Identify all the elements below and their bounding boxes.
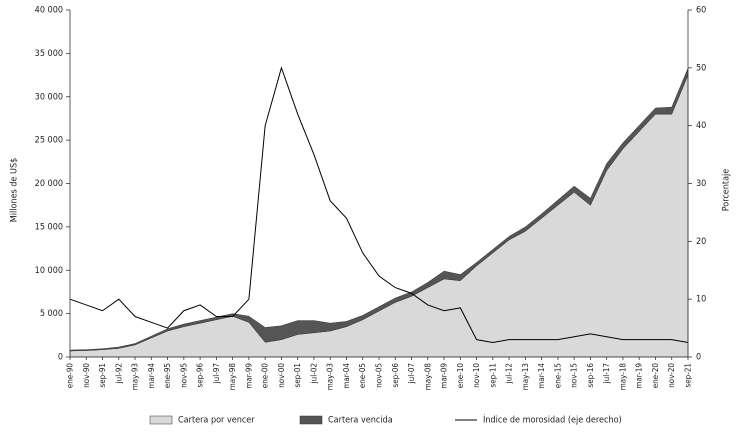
y2-tick-label: 60: [696, 6, 706, 16]
x-tick-label: jul-97: [212, 363, 221, 384]
x-tick-label: may-18: [618, 363, 627, 391]
x-tick-label: ene-05: [358, 363, 367, 388]
x-tick-label: jul-92: [114, 363, 123, 384]
y-axis-label: Millones de US$: [10, 158, 20, 223]
x-tick-label: sep-01: [293, 363, 302, 388]
y2-tick-label: 50: [696, 63, 706, 73]
x-tick-label: sep-11: [488, 363, 497, 388]
x-tick-label: nov-10: [472, 363, 481, 388]
x-tick-label: sep-06: [391, 363, 400, 388]
y-tick-label: 40 000: [35, 6, 63, 16]
x-tick-label: ene-15: [553, 363, 562, 388]
x-tick-label: ene-00: [261, 363, 270, 389]
x-tick-label: mar-94: [147, 363, 156, 389]
x-tick-label: jul-12: [505, 363, 514, 384]
legend-label: Índice de morosidad (eje derecho): [483, 414, 622, 426]
y-tick-label: 20 000: [35, 179, 63, 189]
x-tick-label: mar-14: [537, 363, 546, 389]
y2-axis-label: Porcentaje: [722, 169, 732, 212]
y-tick-label: 10 000: [35, 266, 63, 276]
line: [69, 66, 689, 344]
y-tick-label: 0: [58, 353, 63, 363]
x-tick-label: jul-17: [602, 363, 611, 384]
x-tick-label: mar-04: [342, 363, 351, 389]
x-tick-label: may-03: [326, 363, 335, 390]
area: [69, 74, 689, 358]
x-tick-label: nov-90: [82, 363, 91, 388]
x-tick-label: nov-15: [570, 363, 579, 388]
legend-swatch: [299, 415, 323, 425]
x-tick-label: mar-99: [244, 363, 253, 389]
legend-label: Cartera por vencer: [178, 416, 255, 426]
x-tick-label: nov-95: [179, 363, 188, 388]
x-tick-label: jul-02: [309, 363, 318, 384]
x-tick-label: ene-90: [66, 363, 75, 389]
x-tick-label: jul-07: [407, 363, 416, 384]
x-tick-label: may-93: [131, 363, 140, 390]
x-tick-label: may-98: [228, 363, 237, 391]
x-tick-label: nov-05: [375, 363, 384, 388]
y-tick-label: 25 000: [35, 136, 63, 146]
y2-tick-label: 20: [696, 237, 706, 247]
y-tick-label: 35 000: [35, 49, 63, 59]
y2-tick-label: 40: [696, 121, 706, 131]
x-tick-label: may-08: [423, 363, 432, 391]
y2-tick-label: 10: [696, 295, 706, 305]
legend-label: Cartera vencida: [328, 416, 393, 426]
x-tick-label: mar-19: [635, 363, 644, 389]
x-tick-label: sep-16: [586, 363, 595, 388]
x-tick-label: ene-95: [163, 363, 172, 388]
y-tick-label: 15 000: [35, 222, 63, 232]
x-tick-label: sep-96: [196, 363, 205, 388]
x-tick-label: sep-91: [98, 363, 107, 388]
x-tick-label: nov-20: [667, 363, 676, 388]
x-tick-label: nov-00: [277, 363, 286, 388]
legend-swatch: [149, 415, 173, 425]
y2-tick-label: 0: [696, 353, 701, 363]
x-tick-label: ene-10: [456, 363, 465, 389]
y-tick-label: 5 000: [40, 309, 63, 319]
x-tick-label: sep-21: [684, 363, 693, 388]
x-tick-label: ene-20: [651, 363, 660, 389]
x-tick-label: may-13: [521, 363, 530, 390]
y2-tick-label: 30: [696, 179, 706, 189]
y-tick-label: 30 000: [35, 92, 63, 102]
x-tick-label: mar-09: [440, 363, 449, 389]
